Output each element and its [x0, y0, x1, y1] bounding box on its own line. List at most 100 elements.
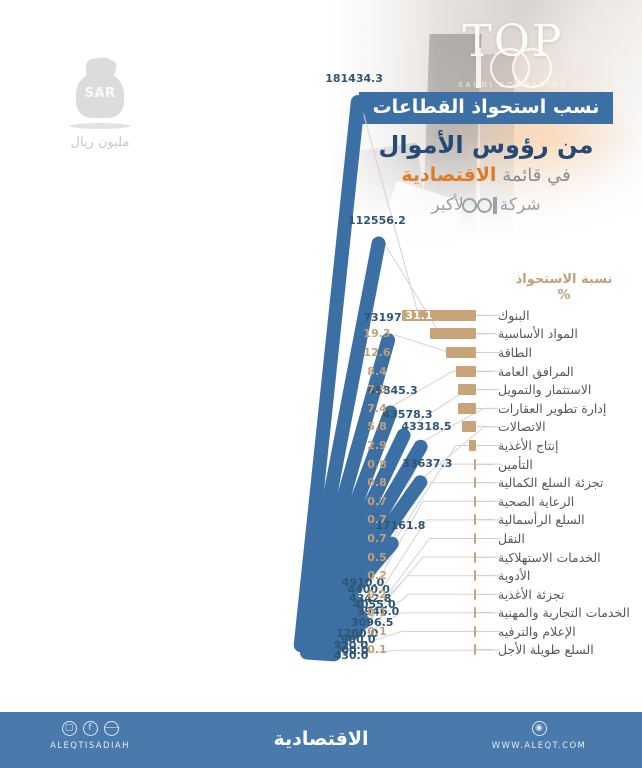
- list-header: نسبة الاستحواذ %: [498, 272, 630, 304]
- title-line-2: من رؤوس الأموال: [378, 131, 594, 159]
- bar-value-label: 3096.5: [351, 615, 394, 629]
- sector-name: الإعلام والترفيه: [498, 623, 576, 639]
- bar-value-label: 4910.0: [341, 576, 385, 590]
- pct-bar-cell: [398, 455, 476, 474]
- bar-value-label: 43318.5: [401, 419, 452, 433]
- row-leader-line: [476, 482, 494, 484]
- sector-name: الاتصالات: [498, 419, 546, 435]
- pct-bar-cell: [398, 399, 476, 418]
- row-leader-line: [476, 575, 494, 577]
- pct-bar-cell: [398, 641, 476, 660]
- pct-bar-cell: [398, 604, 476, 623]
- bar-value-label: 17161.8: [375, 519, 426, 533]
- instagram-icon[interactable]: ▢: [61, 721, 77, 736]
- bar-value-label: 900.0: [340, 632, 376, 646]
- bar-value-label: 48845.3: [367, 383, 418, 397]
- pct-value: 0.7: [367, 513, 387, 527]
- pct-bar-cell: [398, 380, 476, 399]
- website-url: WWW.ALEQT.COM: [491, 741, 587, 751]
- row-leader-line: [476, 500, 494, 502]
- pct-bar: [474, 458, 476, 470]
- twitter-icon[interactable]: ⸺: [103, 721, 120, 736]
- money-bag-icon: SAR: [72, 56, 128, 120]
- footer-brand: الاقتصادية: [273, 728, 369, 750]
- row-leader-line: [476, 463, 494, 465]
- pct-bar: [474, 551, 476, 563]
- pct-bar: [474, 514, 476, 526]
- pct-bar-cell: [398, 436, 476, 455]
- facebook-icon[interactable]: f: [82, 721, 98, 736]
- title-line-4-suffix: شركة: [499, 195, 541, 215]
- pct-value: 0.1: [367, 624, 387, 638]
- sector-list: البنوك 31.1 المواد الأساسية 19.3 الطاقة 12.6 ا…: [352, 306, 642, 659]
- bar-value-label: 112556.2: [347, 213, 406, 227]
- bar-value-label: 1200.0: [335, 627, 379, 641]
- pct-bar-cell: [398, 585, 476, 604]
- bar-value-label: 4400.0: [347, 582, 390, 596]
- sector-name: الخدمات التجارية والمهنية: [498, 605, 630, 621]
- bar-value-label: 4055.0: [353, 598, 396, 612]
- pct-value: 0.8: [367, 457, 387, 471]
- bar-value-label: 3946.0: [356, 605, 400, 619]
- sector-row: الاستثمار والتمويل 7.5: [352, 380, 642, 399]
- pct-value: 0.1: [367, 643, 387, 657]
- bar-value-label: 43578.3: [382, 407, 433, 421]
- footer-website[interactable]: ◉ WWW.ALEQT.COM: [464, 721, 614, 751]
- row-leader-line: [476, 426, 494, 428]
- sector-name: الطاقة: [498, 344, 533, 360]
- sector-name: الأدوية: [498, 568, 531, 584]
- sector-row: المواد الأساسية 19.3: [352, 325, 642, 344]
- sector-name: السلع الرأسمالية: [498, 512, 585, 528]
- sector-name: إنتاج الأغذية: [498, 437, 559, 453]
- bar-value-label: 73197.5: [363, 311, 414, 325]
- pct-value: 7.4: [367, 401, 387, 415]
- bar-value-label: 820.0: [333, 639, 369, 653]
- row-leader-line: [476, 612, 494, 614]
- pct-bar: [446, 346, 476, 358]
- pct-value: 19.3: [363, 327, 391, 341]
- row-leader-line: [476, 444, 494, 446]
- pct-value: 0.1: [367, 606, 387, 620]
- pct-bar: [474, 532, 476, 544]
- title-block: نسب استحواذ القطاعات من رؤوس الأموال في …: [330, 92, 642, 217]
- bar-value-label: 4342.8: [348, 591, 392, 605]
- sector-row: المرافق العامة 8.4: [352, 362, 642, 381]
- pct-bar-cell: [398, 343, 476, 362]
- sector-row: النقل 0.7: [352, 529, 642, 548]
- sector-name: المواد الأساسية: [498, 326, 578, 342]
- sector-name: النقل: [498, 530, 525, 546]
- sector-name: الرعاية الصحية: [498, 493, 575, 509]
- sector-name: الاستثمار والتمويل: [498, 382, 592, 398]
- pct-value: 0.8: [367, 476, 387, 490]
- list-header-title: نسبة الاستحواذ: [515, 272, 613, 287]
- pct-value: 7.5: [367, 383, 387, 397]
- pct-bar: [462, 421, 476, 433]
- bar-value-label: 430.0: [333, 648, 369, 662]
- sector-row: التأمين 0.8: [352, 455, 642, 474]
- sector-row: تجزئة الأغذية 0.2: [352, 585, 642, 604]
- pct-bar-cell: [398, 473, 476, 492]
- footer-social: ▢ f ⸺ ALEQTISADIAH: [30, 721, 150, 751]
- stylized-100-icon: [461, 196, 497, 214]
- pct-bar: [474, 588, 476, 600]
- pct-bar: [474, 570, 476, 582]
- bar-value-label: 181434.3: [325, 72, 383, 86]
- pct-bar: [474, 625, 476, 637]
- pct-bar-cell: [398, 418, 476, 437]
- title-line-3-prefix: في قائمة: [502, 165, 571, 186]
- pct-bar: [474, 644, 476, 656]
- title-line-3-accent: الاقتصادية: [401, 164, 497, 186]
- pct-value: 0.2: [367, 587, 387, 601]
- row-leader-line: [476, 556, 494, 558]
- row-leader-line: [476, 593, 494, 595]
- pct-value: 12.6: [363, 345, 391, 359]
- pct-bar-cell: [398, 566, 476, 585]
- pct-bar: [469, 439, 476, 451]
- money-bag-shadow: [70, 123, 130, 129]
- pct-bar-cell: [398, 306, 476, 325]
- pct-value: 0.2: [367, 569, 387, 583]
- row-leader-line: [476, 537, 494, 539]
- pct-value: 5.8: [367, 420, 387, 434]
- row-leader-line: [476, 630, 494, 632]
- pct-bar-cell: [398, 548, 476, 567]
